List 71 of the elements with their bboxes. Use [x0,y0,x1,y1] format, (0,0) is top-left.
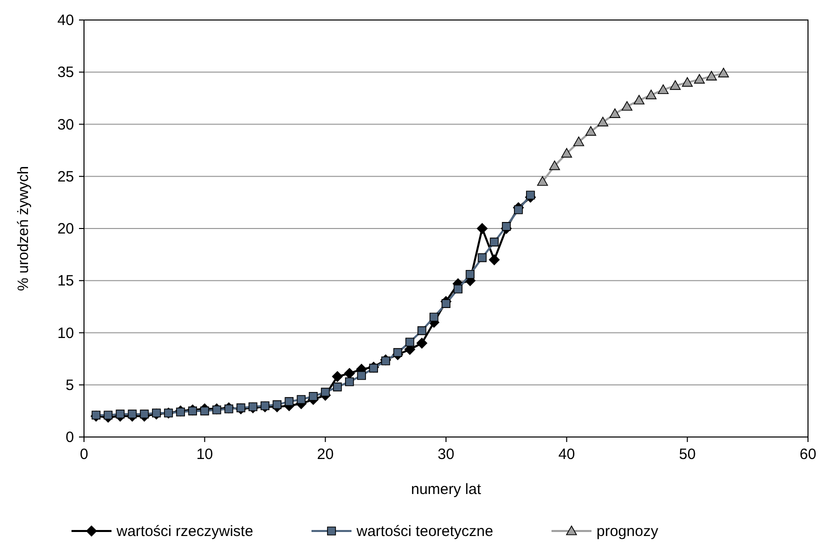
point [417,326,426,336]
point [537,176,548,186]
x-tick-label: 10 [196,446,214,463]
point [706,70,717,80]
point [128,410,137,418]
y-tick-label: 0 [66,429,74,446]
point [502,222,511,231]
y-tick-label: 25 [57,168,74,186]
point [296,395,306,404]
point [176,408,185,416]
point [514,205,523,214]
point [549,160,560,170]
x-axis-title: numery lat [410,481,482,498]
point [622,101,632,111]
point [670,80,681,90]
point [344,368,355,379]
point [430,312,438,322]
point [332,371,343,382]
point [345,377,354,386]
point [320,388,330,397]
point [381,356,390,366]
point [140,410,149,418]
point [284,397,294,406]
legend-label: wartości rzeczywiste [116,523,254,540]
y-tick-label: 35 [57,64,74,82]
x-tick-label: 60 [800,446,816,463]
point [454,284,462,294]
y-tick-label: 40 [57,12,74,29]
point [442,299,450,308]
point [357,371,366,380]
point [188,406,197,416]
y-tick-label: 10 [57,324,74,342]
point [646,90,657,100]
point [597,116,608,126]
point [476,223,488,234]
point [272,400,282,410]
point [333,382,342,392]
point [694,74,705,84]
y-tick-label: 5 [66,376,74,394]
point [573,136,584,146]
point [634,94,644,104]
point [585,126,596,136]
point [526,190,535,200]
point [416,338,428,349]
point [405,338,414,347]
point [488,254,500,266]
y-tick-label: 30 [57,116,74,134]
point [561,148,572,158]
point [478,253,487,262]
x-tick-label: 0 [80,446,88,463]
legend-label: wartości teoretyczne [356,523,494,540]
x-tick-label: 50 [678,446,696,463]
y-tick-label: 20 [57,220,74,238]
legend-label: prognozy [596,523,659,540]
x-tick-label: 30 [438,446,454,463]
point [104,410,113,420]
point [658,84,669,94]
point [200,406,210,416]
y-tick-label: 15 [57,272,74,290]
point [682,77,693,87]
point [490,238,499,246]
point [610,108,620,118]
point [393,348,402,357]
point [116,410,125,418]
y-axis-title: % urodzeń żywych [15,166,32,292]
point [152,408,161,418]
point [718,68,729,78]
x-tick-label: 20 [316,446,334,463]
point [308,392,318,401]
point [466,270,475,279]
x-tick-label: 40 [558,446,576,463]
